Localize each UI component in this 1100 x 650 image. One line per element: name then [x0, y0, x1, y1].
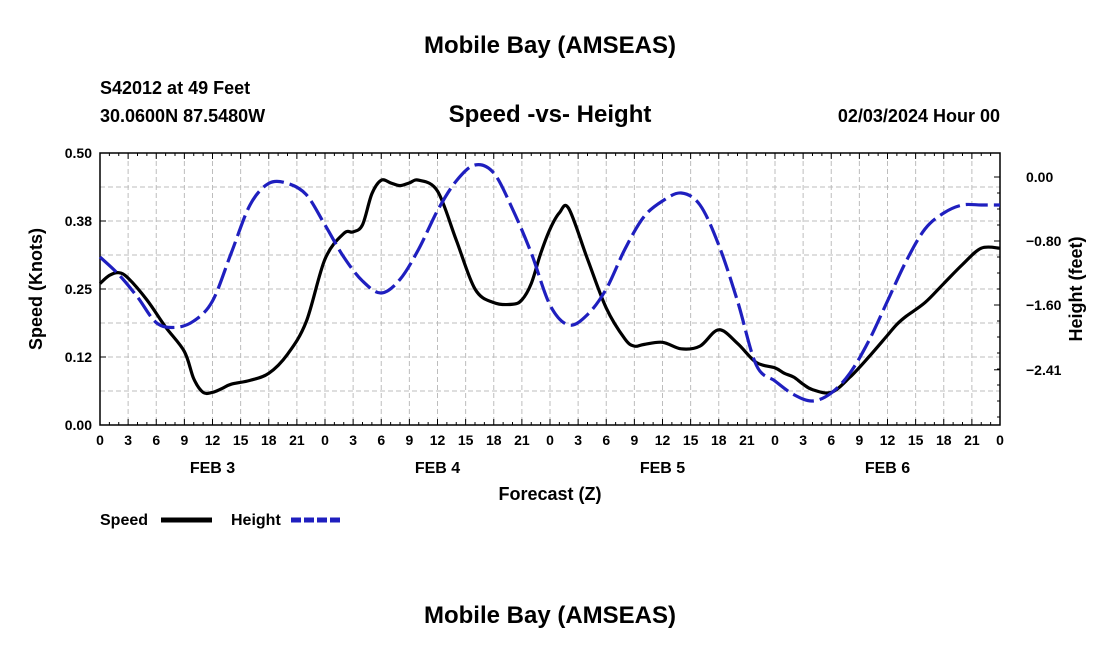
x-tick-label: 15 — [458, 432, 474, 448]
date-label: FEB 4 — [415, 460, 460, 477]
x-tick-label: 6 — [377, 432, 385, 448]
x-tick-label: 0 — [96, 432, 104, 448]
x-tick-label: 21 — [514, 432, 530, 448]
x-tick-label: 12 — [880, 432, 896, 448]
footer-title: Mobile Bay (AMSEAS) — [423, 602, 677, 629]
x-tick-label: 0 — [996, 432, 1004, 448]
x-tick-label: 6 — [152, 432, 160, 448]
series-lines — [98, 163, 1001, 403]
y-tick-label: 0.12 — [65, 349, 92, 365]
y2-tick-label: −1.60 — [1026, 297, 1062, 313]
station-label: S42012 at 49 Feet — [100, 78, 251, 98]
chart-title: Mobile Bay (AMSEAS) — [423, 32, 677, 59]
x-tick-label: 9 — [405, 432, 413, 448]
axes: 0 3 6 9 12 15 18 21 0 3 6 9 12 15 18 21 0 3 6 9 12 15 18 21 0 3 6 9… — [65, 145, 1062, 477]
y-tick-label: 0.50 — [65, 145, 92, 161]
x-tick-label: 3 — [124, 432, 132, 448]
y-axis-title: Speed (Knots) — [26, 228, 46, 350]
x-tick-label: 21 — [739, 432, 755, 448]
x-tick-label: 18 — [936, 432, 952, 448]
x-tick-label: 6 — [602, 432, 610, 448]
x-tick-label: 18 — [261, 432, 277, 448]
x-tick-label: 6 — [827, 432, 835, 448]
x-axis-title: Forecast (Z) — [498, 484, 601, 504]
y-tick-label: 0.38 — [65, 213, 92, 229]
x-tick-label: 15 — [683, 432, 699, 448]
x-tick-label: 12 — [430, 432, 446, 448]
date-label: FEB 5 — [640, 460, 685, 477]
x-tick-label: 9 — [630, 432, 638, 448]
height-series-line — [98, 163, 1000, 403]
coordinates-label: 30.0600N 87.5480W — [100, 106, 266, 126]
x-tick-label: 21 — [289, 432, 305, 448]
x-tick-label: 9 — [180, 432, 188, 448]
forecast-datetime: 02/03/2024 Hour 00 — [837, 106, 1000, 126]
legend-speed-label: Speed — [100, 512, 148, 529]
y2-axis-title: Height (feet) — [1066, 237, 1086, 342]
x-tick-label: 15 — [908, 432, 924, 448]
x-tick-label: 18 — [711, 432, 727, 448]
y2-tick-label: −2.41 — [1026, 362, 1062, 378]
x-tick-label: 3 — [349, 432, 357, 448]
x-tick-label: 15 — [233, 432, 249, 448]
date-label: FEB 3 — [190, 460, 235, 477]
y-tick-label: 0.25 — [65, 281, 92, 297]
x-tick-label: 9 — [855, 432, 863, 448]
x-tick-label: 3 — [799, 432, 807, 448]
speed-series-line — [98, 178, 1001, 396]
y2-tick-label: 0.00 — [1026, 169, 1053, 185]
x-tick-label: 0 — [321, 432, 329, 448]
x-tick-label: 12 — [205, 432, 221, 448]
x-tick-label: 18 — [486, 432, 502, 448]
x-tick-label: 3 — [574, 432, 582, 448]
grid-lines — [100, 153, 1000, 425]
x-tick-label: 12 — [655, 432, 671, 448]
date-label: FEB 6 — [865, 460, 910, 477]
x-tick-label: 0 — [771, 432, 779, 448]
y2-tick-label: −0.80 — [1026, 233, 1062, 249]
x-tick-label: 21 — [964, 432, 980, 448]
y-tick-label: 0.00 — [65, 417, 92, 433]
x-tick-label: 0 — [546, 432, 554, 448]
legend-height-label: Height — [231, 512, 281, 529]
chart-subtitle: Speed -vs- Height — [448, 101, 652, 128]
